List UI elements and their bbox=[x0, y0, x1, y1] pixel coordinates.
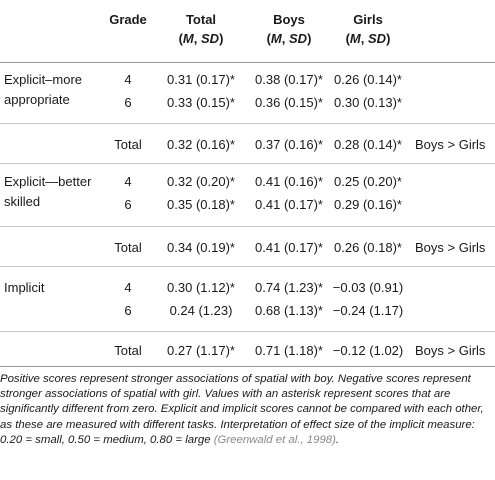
summary-boys: 0.71 (1.18)* bbox=[255, 343, 323, 358]
summary-boys: 0.37 (0.16)* bbox=[255, 137, 323, 152]
cell-boys: 0.74 (1.23)* bbox=[255, 280, 323, 295]
summary-total: 0.34 (0.19)* bbox=[167, 240, 235, 255]
summary-girls: 0.26 (0.18)* bbox=[334, 240, 402, 255]
cell-boys: 0.41 (0.16)* bbox=[255, 174, 323, 189]
section-rule bbox=[0, 266, 495, 267]
cell-grade: 6 bbox=[124, 303, 132, 318]
cell-girls: 0.29 (0.16)* bbox=[334, 197, 402, 212]
cell-grade: 4 bbox=[124, 72, 132, 87]
summary-difference: Boys > Girls bbox=[415, 240, 486, 255]
table-footnote: Positive scores represent stronger assoc… bbox=[0, 372, 495, 448]
header-boys: Boys (M, SD) bbox=[266, 12, 312, 46]
section-label: Explicit–more bbox=[4, 72, 83, 87]
cell-total: 0.30 (1.12)* bbox=[167, 280, 235, 295]
header-rule bbox=[0, 62, 495, 63]
cell-boys: 0.68 (1.13)* bbox=[255, 303, 323, 318]
summary-difference: Boys > Girls bbox=[415, 137, 486, 152]
summary-label: Total bbox=[114, 343, 142, 358]
section-rule bbox=[0, 163, 495, 164]
cell-total: 0.32 (0.20)* bbox=[167, 174, 235, 189]
cell-total: 0.24 (1.23) bbox=[169, 303, 233, 318]
cell-grade: 4 bbox=[124, 174, 132, 189]
header-total: Total (M, SD) bbox=[178, 12, 224, 46]
citation-link[interactable]: (Greenwald et al., 1998) bbox=[213, 433, 336, 446]
section-label: skilled bbox=[4, 194, 41, 209]
section-label: appropriate bbox=[4, 92, 70, 107]
cell-total: 0.35 (0.18)* bbox=[167, 197, 235, 212]
summary-label: Total bbox=[114, 240, 142, 255]
cell-boys: 0.41 (0.17)* bbox=[255, 197, 323, 212]
row-rule bbox=[0, 123, 495, 124]
summary-difference: Boys > Girls bbox=[415, 343, 486, 358]
cell-girls: −0.03 (0.91) bbox=[332, 280, 404, 295]
summary-girls: 0.28 (0.14)* bbox=[334, 137, 402, 152]
cell-girls: 0.26 (0.14)* bbox=[334, 72, 402, 87]
cell-boys: 0.38 (0.17)* bbox=[255, 72, 323, 87]
section-label: Explicit—better bbox=[4, 174, 92, 189]
cell-girls: 0.25 (0.20)* bbox=[334, 174, 402, 189]
header-grade: Grade bbox=[109, 12, 147, 27]
table-bottom-rule bbox=[0, 366, 495, 367]
cell-grade: 6 bbox=[124, 197, 132, 212]
footnote-end: . bbox=[335, 433, 340, 446]
header-girls: Girls (M, SD) bbox=[345, 12, 391, 46]
row-rule bbox=[0, 226, 495, 227]
cell-grade: 6 bbox=[124, 95, 132, 110]
section-label: Implicit bbox=[4, 280, 45, 295]
cell-girls: 0.30 (0.13)* bbox=[334, 95, 402, 110]
summary-total: 0.32 (0.16)* bbox=[167, 137, 235, 152]
summary-boys: 0.41 (0.17)* bbox=[255, 240, 323, 255]
cell-boys: 0.36 (0.15)* bbox=[255, 95, 323, 110]
summary-label: Total bbox=[114, 137, 142, 152]
summary-girls: −0.12 (1.02) bbox=[332, 343, 404, 358]
cell-grade: 4 bbox=[124, 280, 132, 295]
cell-total: 0.31 (0.17)* bbox=[167, 72, 235, 87]
cell-total: 0.33 (0.15)* bbox=[167, 95, 235, 110]
summary-total: 0.27 (1.17)* bbox=[167, 343, 235, 358]
cell-girls: −0.24 (1.17) bbox=[332, 303, 404, 318]
row-rule bbox=[0, 331, 495, 332]
footnote-text: Positive scores represent stronger assoc… bbox=[0, 373, 484, 446]
